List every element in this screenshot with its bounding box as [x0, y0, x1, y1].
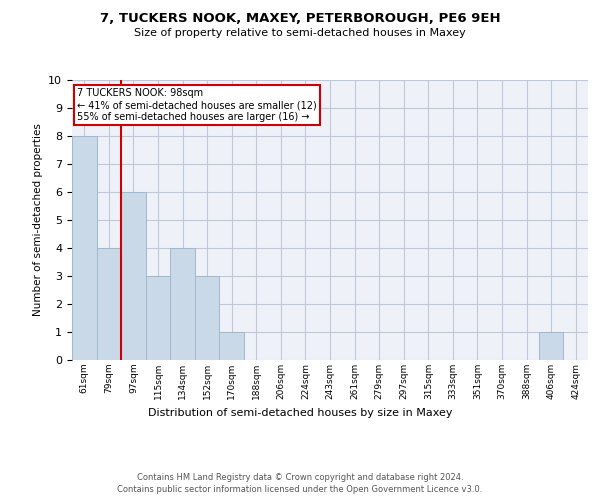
Bar — [220, 332, 244, 360]
Bar — [72, 136, 97, 360]
Text: Distribution of semi-detached houses by size in Maxey: Distribution of semi-detached houses by … — [148, 408, 452, 418]
Bar — [539, 332, 563, 360]
Text: 7, TUCKERS NOOK, MAXEY, PETERBOROUGH, PE6 9EH: 7, TUCKERS NOOK, MAXEY, PETERBOROUGH, PE… — [100, 12, 500, 26]
Text: 7 TUCKERS NOOK: 98sqm
← 41% of semi-detached houses are smaller (12)
55% of semi: 7 TUCKERS NOOK: 98sqm ← 41% of semi-deta… — [77, 88, 317, 122]
Bar — [146, 276, 170, 360]
Y-axis label: Number of semi-detached properties: Number of semi-detached properties — [33, 124, 43, 316]
Bar — [170, 248, 195, 360]
Text: Contains HM Land Registry data © Crown copyright and database right 2024.
Contai: Contains HM Land Registry data © Crown c… — [118, 472, 482, 494]
Bar — [195, 276, 220, 360]
Text: Size of property relative to semi-detached houses in Maxey: Size of property relative to semi-detach… — [134, 28, 466, 38]
Bar — [121, 192, 146, 360]
Bar — [97, 248, 121, 360]
